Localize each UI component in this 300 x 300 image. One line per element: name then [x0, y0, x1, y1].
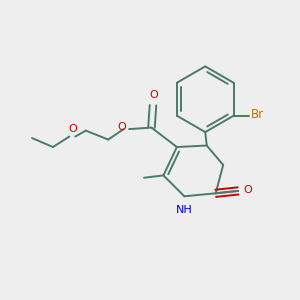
- Text: Br: Br: [251, 108, 264, 121]
- Text: NH: NH: [176, 205, 193, 214]
- Text: O: O: [244, 185, 252, 195]
- Text: O: O: [149, 90, 158, 100]
- Text: O: O: [69, 124, 77, 134]
- Text: O: O: [117, 122, 126, 132]
